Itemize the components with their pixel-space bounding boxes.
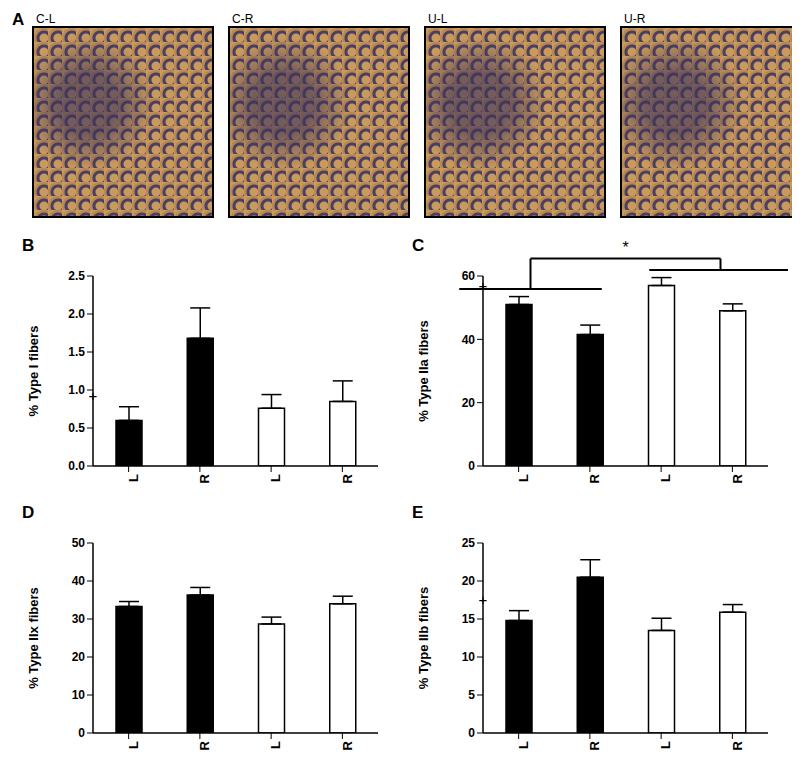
svg-text:0: 0 xyxy=(468,459,475,473)
svg-text:R: R xyxy=(197,740,212,750)
svg-text:*: * xyxy=(622,239,628,256)
svg-text:30: 30 xyxy=(72,612,86,626)
svg-text:% Type IIa fibers: % Type IIa fibers xyxy=(416,320,431,422)
svg-text:% Type I fibers: % Type I fibers xyxy=(26,326,41,417)
svg-text:R: R xyxy=(730,740,745,750)
svg-text:10: 10 xyxy=(72,688,86,702)
svg-text:0.5: 0.5 xyxy=(68,421,85,435)
svg-text:L: L xyxy=(658,741,673,749)
svg-text:40: 40 xyxy=(462,333,476,347)
html-text:B: B xyxy=(22,236,35,255)
svg-text:2.5: 2.5 xyxy=(68,269,85,283)
svg-text:1.0: 1.0 xyxy=(68,383,85,397)
svg-text:% Type IIx fibers: % Type IIx fibers xyxy=(26,587,41,689)
svg-text:20: 20 xyxy=(462,396,476,410)
svg-text:L: L xyxy=(658,474,673,482)
html-text:E: E xyxy=(412,503,424,522)
svg-text:L: L xyxy=(268,474,283,482)
svg-text:R: R xyxy=(730,473,745,483)
svg-text:R: R xyxy=(197,473,212,483)
svg-text:% Type IIb fibers: % Type IIb fibers xyxy=(416,587,431,689)
svg-text:50: 50 xyxy=(72,536,86,550)
svg-text:0: 0 xyxy=(78,726,85,740)
svg-text:L: L xyxy=(516,741,531,749)
svg-text:L: L xyxy=(268,741,283,749)
svg-text:+: + xyxy=(89,387,98,404)
html-text:U-R: U-R xyxy=(624,12,646,26)
svg-text:0.0: 0.0 xyxy=(68,459,85,473)
svg-text:R: R xyxy=(340,473,355,483)
svg-text:20: 20 xyxy=(462,574,476,588)
svg-text:L: L xyxy=(126,474,141,482)
svg-text:15: 15 xyxy=(462,612,476,626)
svg-text:+: + xyxy=(479,591,488,608)
svg-text:40: 40 xyxy=(72,574,86,588)
html-text:C: C xyxy=(412,236,425,255)
html-text:U-L: U-L xyxy=(428,12,448,26)
svg-text:1.5: 1.5 xyxy=(68,345,85,359)
html-text:C-L: C-L xyxy=(36,12,56,26)
html-text:A: A xyxy=(12,10,25,29)
html-text:D: D xyxy=(22,503,35,522)
svg-text:R: R xyxy=(340,740,355,750)
svg-text:R: R xyxy=(587,473,602,483)
svg-text:0: 0 xyxy=(468,726,475,740)
svg-text:L: L xyxy=(516,474,531,482)
svg-text:+: + xyxy=(479,277,488,294)
svg-text:10: 10 xyxy=(462,650,476,664)
svg-text:R: R xyxy=(587,740,602,750)
svg-text:25: 25 xyxy=(462,536,476,550)
svg-text:20: 20 xyxy=(72,650,86,664)
svg-text:60: 60 xyxy=(462,269,476,283)
html-text:C-R: C-R xyxy=(232,12,254,26)
svg-text:L: L xyxy=(126,741,141,749)
svg-text:2.0: 2.0 xyxy=(68,307,85,321)
svg-text:5: 5 xyxy=(468,688,475,702)
